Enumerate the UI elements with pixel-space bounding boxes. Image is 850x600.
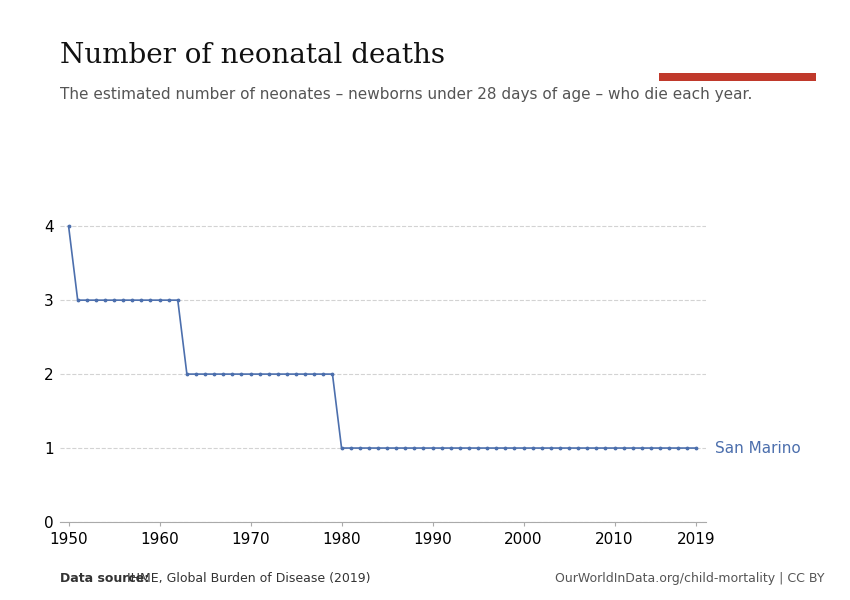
Text: San Marino: San Marino xyxy=(715,440,801,455)
Text: IHME, Global Burden of Disease (2019): IHME, Global Burden of Disease (2019) xyxy=(123,572,371,585)
Text: The estimated number of neonates – newborns under 28 days of age – who die each : The estimated number of neonates – newbo… xyxy=(60,87,752,102)
Text: OurWorldInData.org/child-mortality | CC BY: OurWorldInData.org/child-mortality | CC … xyxy=(555,572,824,585)
Text: Number of neonatal deaths: Number of neonatal deaths xyxy=(60,42,445,69)
Bar xyxy=(659,73,816,81)
Text: Our World
in Data: Our World in Data xyxy=(702,30,773,59)
Text: Data source:: Data source: xyxy=(60,572,149,585)
